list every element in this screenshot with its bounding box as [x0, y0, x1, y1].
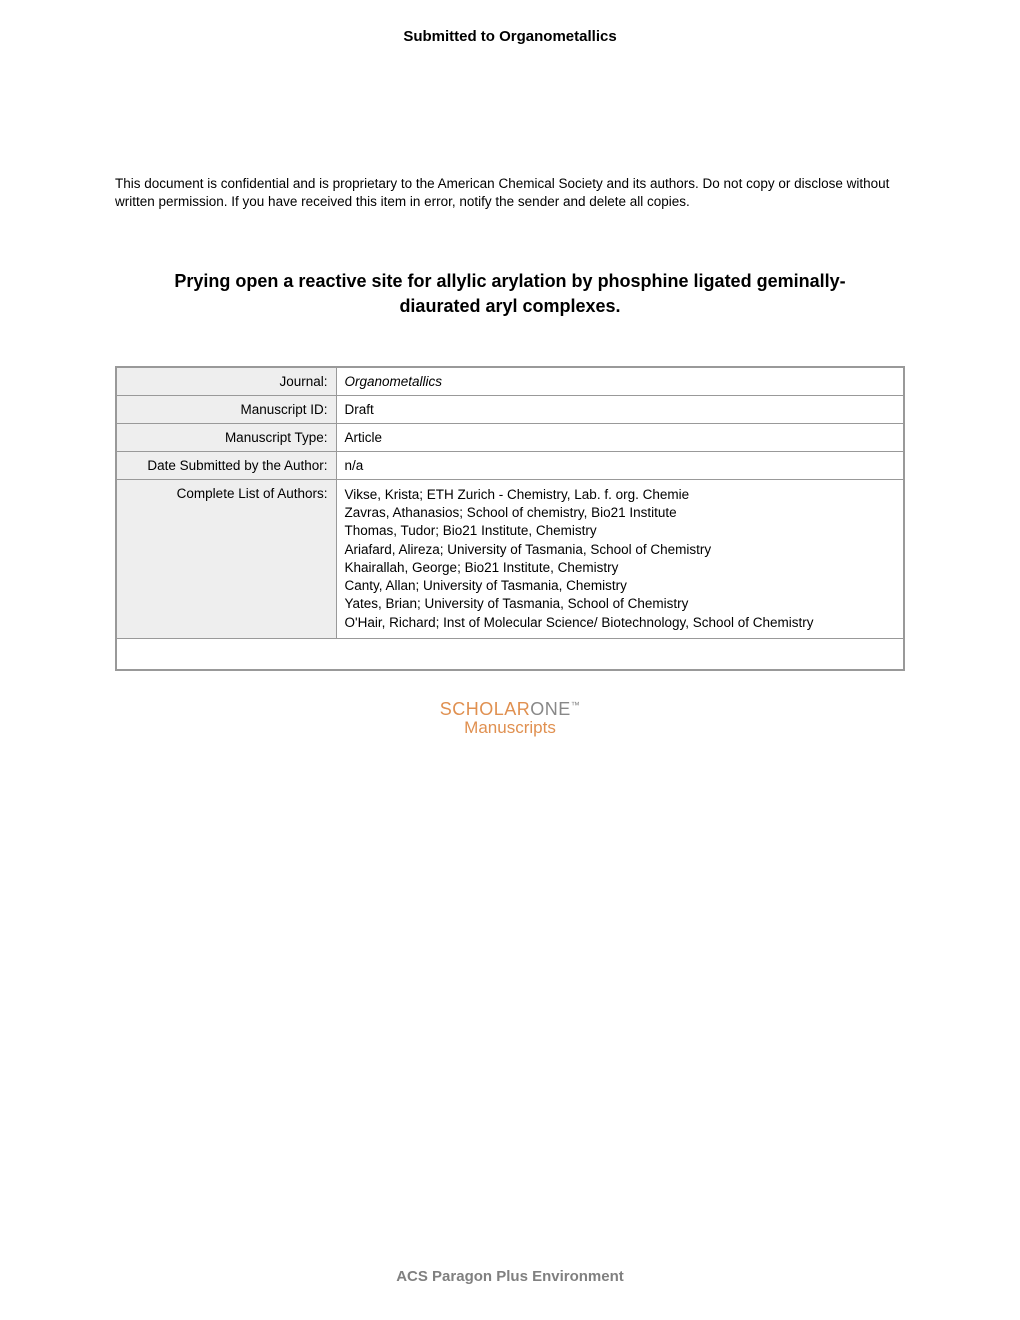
- table-label-cell: Complete List of Authors:: [116, 480, 336, 639]
- table-label-cell: Journal:: [116, 367, 336, 396]
- scholarone-logo: SCHOLARONE™ Manuscripts: [115, 699, 905, 738]
- table-row: Journal:Organometallics: [116, 367, 904, 396]
- logo-one-text: ONE: [530, 699, 571, 719]
- table-value-cell: n/a: [336, 452, 904, 480]
- table-empty-row: [116, 638, 904, 670]
- page-footer: ACS Paragon Plus Environment: [0, 1268, 1020, 1285]
- table-value-cell: Vikse, Krista; ETH Zurich - Chemistry, L…: [336, 480, 904, 639]
- logo-tm-text: ™: [571, 700, 581, 710]
- table-value-cell: Draft: [336, 396, 904, 424]
- page-header: Submitted to Organometallics: [0, 0, 1020, 45]
- manuscript-title: Prying open a reactive site for allylic …: [115, 269, 905, 318]
- table-label-cell: Manuscript ID:: [116, 396, 336, 424]
- table-row: Date Submitted by the Author:n/a: [116, 452, 904, 480]
- logo-manuscripts-text: Manuscripts: [115, 718, 905, 738]
- table-label-cell: Date Submitted by the Author:: [116, 452, 336, 480]
- table-value-cell: Article: [336, 424, 904, 452]
- content-container: This document is confidential and is pro…: [0, 175, 1020, 738]
- table-value-cell: Organometallics: [336, 367, 904, 396]
- confidential-notice: This document is confidential and is pro…: [115, 175, 905, 211]
- table-label-cell: Manuscript Type:: [116, 424, 336, 452]
- table-row: Manuscript ID:Draft: [116, 396, 904, 424]
- logo-scholar-text: SCHOLAR: [440, 699, 531, 719]
- metadata-table: Journal:OrganometallicsManuscript ID:Dra…: [115, 366, 905, 671]
- table-empty-cell: [116, 638, 904, 670]
- table-row: Complete List of Authors:Vikse, Krista; …: [116, 480, 904, 639]
- table-row: Manuscript Type:Article: [116, 424, 904, 452]
